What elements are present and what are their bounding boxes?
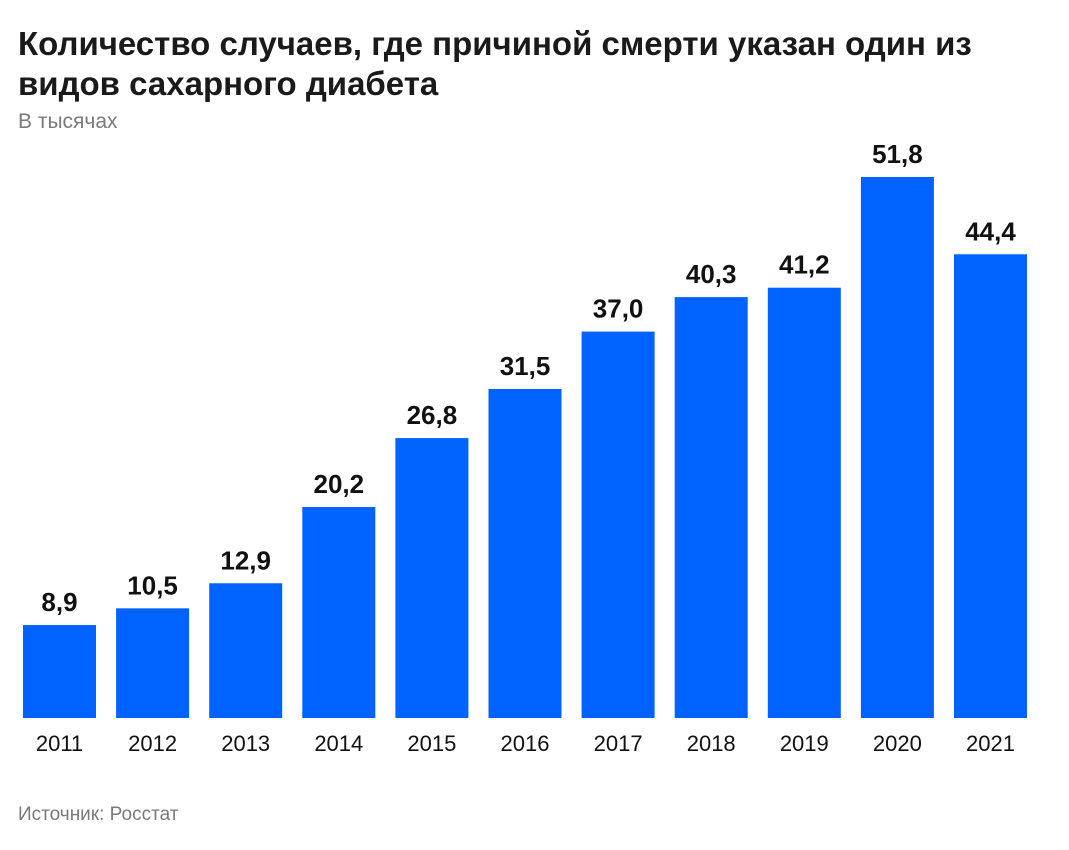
- source-note: Источник: Росстат: [18, 804, 179, 825]
- x-tick-label: 2012: [128, 731, 177, 756]
- bar-2011: [23, 625, 96, 718]
- x-tick-label: 2020: [873, 731, 922, 756]
- value-label: 44,4: [965, 216, 1016, 246]
- bar-2016: [488, 389, 562, 718]
- bar-2017: [581, 331, 655, 718]
- bar-2012: [116, 608, 190, 718]
- bar-2019: [767, 287, 841, 718]
- bar-2015: [395, 438, 469, 718]
- x-tick-label: 2011: [36, 731, 83, 756]
- value-label: 31,5: [500, 351, 551, 381]
- x-tick-label: 2017: [594, 731, 643, 756]
- value-label: 26,8: [407, 400, 458, 430]
- x-tick-label: 2016: [501, 731, 550, 756]
- bar-2021: [954, 254, 1027, 719]
- value-label: 51,8: [872, 139, 923, 169]
- x-tick-label: 2021: [966, 731, 1015, 756]
- chart-title: Количество случаев, где причиной смерти …: [18, 25, 972, 102]
- bar-2014: [302, 507, 376, 718]
- value-label: 41,2: [779, 250, 830, 280]
- bar-2018: [674, 297, 748, 718]
- value-label: 20,2: [313, 469, 364, 499]
- value-label: 37,0: [593, 294, 644, 324]
- value-label: 40,3: [686, 259, 737, 289]
- bar-2013: [209, 583, 283, 718]
- value-label: 10,5: [127, 570, 178, 600]
- value-label: 12,9: [220, 545, 271, 575]
- x-tick-label: 2018: [687, 731, 736, 756]
- bar-2020: [860, 177, 934, 718]
- x-tick-label: 2013: [221, 731, 270, 756]
- chart-subtitle: В тысячах: [18, 110, 118, 133]
- x-tick-label: 2019: [780, 731, 829, 756]
- x-tick-label: 2015: [407, 731, 456, 756]
- x-tick-label: 2014: [314, 731, 363, 756]
- value-label: 8,9: [41, 587, 77, 617]
